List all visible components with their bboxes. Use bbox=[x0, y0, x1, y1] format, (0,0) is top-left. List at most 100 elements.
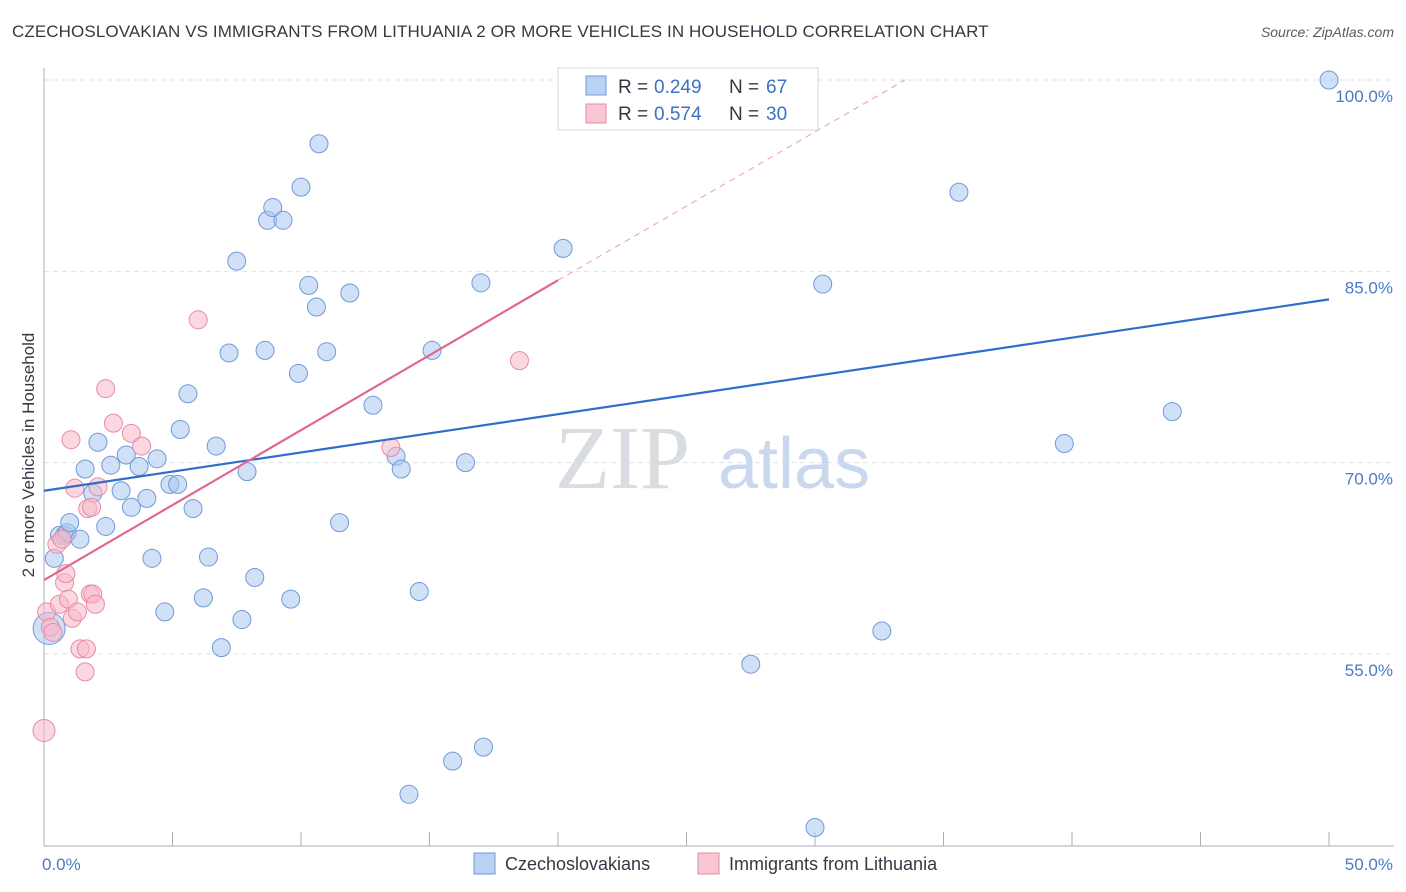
point-czechoslovakians-9 bbox=[88, 432, 108, 452]
point-lithuania-23 bbox=[96, 379, 116, 399]
point-czechoslovakians-6 bbox=[70, 529, 90, 549]
point-lithuania-3 bbox=[43, 622, 63, 642]
legend-swatch-czechoslovakians bbox=[585, 75, 607, 96]
point-czechoslovakians-50 bbox=[399, 784, 419, 804]
bottom-legend-label-lithuania: Immigrants from Lithuania bbox=[729, 854, 938, 874]
point-czechoslovakians-18 bbox=[147, 449, 167, 469]
point-czechoslovakians-57 bbox=[553, 238, 573, 258]
x-ticks bbox=[43, 832, 1330, 846]
legend-n-label-0: N = bbox=[729, 77, 759, 98]
point-czechoslovakians-36 bbox=[263, 198, 283, 218]
point-czechoslovakians-44 bbox=[317, 342, 337, 362]
point-czechoslovakians-46 bbox=[340, 283, 360, 303]
point-czechoslovakians-41 bbox=[299, 275, 319, 295]
legend-r-value-1: 0.574 bbox=[654, 104, 702, 125]
point-czechoslovakians-21 bbox=[168, 474, 188, 494]
point-czechoslovakians-26 bbox=[198, 547, 218, 567]
point-czechoslovakians-47 bbox=[363, 395, 383, 415]
point-czechoslovakians-54 bbox=[455, 453, 475, 473]
y-tick-label-70: 70.0% bbox=[1345, 470, 1393, 489]
point-czechoslovakians-40 bbox=[291, 177, 311, 197]
watermark: ZIP atlas bbox=[555, 409, 870, 508]
point-czechoslovakians-63 bbox=[949, 182, 969, 202]
point-lithuania-10 bbox=[61, 430, 81, 450]
point-lithuania-16 bbox=[76, 639, 96, 659]
point-czechoslovakians-65 bbox=[1162, 402, 1182, 422]
point-czechoslovakians-38 bbox=[281, 589, 301, 609]
point-lithuania-0 bbox=[32, 719, 56, 743]
legend-n-value-0: 67 bbox=[766, 77, 787, 98]
point-lithuania-29 bbox=[509, 351, 529, 371]
x-tick-label-max: 50.0% bbox=[1345, 855, 1393, 874]
point-czechoslovakians-53 bbox=[443, 751, 463, 771]
point-czechoslovakians-7 bbox=[75, 459, 95, 479]
bottom-legend-swatch-czechoslovakians bbox=[473, 852, 496, 875]
x-tick-label-min: 0.0% bbox=[42, 855, 81, 874]
axes bbox=[43, 68, 1394, 847]
point-czechoslovakians-34 bbox=[255, 340, 275, 360]
point-czechoslovakians-51 bbox=[409, 581, 429, 601]
point-czechoslovakians-64 bbox=[1054, 434, 1074, 454]
y-tick-label-100: 100.0% bbox=[1335, 87, 1393, 106]
trend-line-lithuania-extension bbox=[557, 79, 906, 281]
point-czechoslovakians-10 bbox=[96, 516, 116, 536]
point-czechoslovakians-62 bbox=[872, 621, 892, 641]
point-lithuania-24 bbox=[103, 413, 123, 433]
point-czechoslovakians-11 bbox=[101, 455, 121, 475]
point-lithuania-22 bbox=[88, 477, 108, 497]
point-czechoslovakians-60 bbox=[805, 817, 825, 837]
point-czechoslovakians-56 bbox=[473, 737, 493, 757]
point-lithuania-19 bbox=[82, 497, 102, 517]
point-czechoslovakians-30 bbox=[227, 251, 247, 271]
point-czechoslovakians-28 bbox=[211, 638, 231, 658]
legend: R = 0.249 N = 67 R = 0.574 N = 30 bbox=[557, 67, 819, 131]
legend-r-value-0: 0.249 bbox=[654, 77, 702, 98]
bottom-legend: Czechoslovakians Immigrants from Lithuan… bbox=[473, 852, 938, 875]
point-czechoslovakians-12 bbox=[111, 481, 131, 501]
legend-r-label-1: R = bbox=[618, 104, 648, 125]
legend-n-value-1: 30 bbox=[766, 104, 787, 125]
trend-lines bbox=[43, 79, 1330, 581]
point-lithuania-25 bbox=[121, 423, 141, 443]
point-czechoslovakians-22 bbox=[170, 420, 190, 440]
point-czechoslovakians-52 bbox=[422, 340, 442, 360]
watermark-atlas: atlas bbox=[718, 424, 870, 504]
trend-line-lithuania bbox=[43, 279, 559, 581]
chart-title: CZECHOSLOVAKIAN VS IMMIGRANTS FROM LITHU… bbox=[12, 22, 989, 41]
y-tick-label-85: 85.0% bbox=[1345, 278, 1393, 297]
gridlines bbox=[44, 79, 1394, 655]
point-czechoslovakians-5 bbox=[60, 513, 80, 533]
point-czechoslovakians-19 bbox=[155, 602, 175, 622]
point-czechoslovakians-17 bbox=[142, 548, 162, 568]
bottom-legend-swatch-lithuania bbox=[697, 852, 720, 875]
point-lithuania-6 bbox=[52, 529, 72, 549]
point-czechoslovakians-43 bbox=[309, 134, 329, 154]
point-lithuania-21 bbox=[85, 594, 105, 614]
trend-line-czechoslovakians bbox=[43, 298, 1330, 492]
point-czechoslovakians-16 bbox=[137, 488, 157, 508]
point-lithuania-15 bbox=[75, 662, 95, 682]
point-czechoslovakians-15 bbox=[129, 456, 149, 476]
y-tick-label-55: 55.0% bbox=[1345, 661, 1393, 680]
point-czechoslovakians-37 bbox=[273, 210, 293, 230]
bottom-legend-label-czechoslovakians: Czechoslovakians bbox=[505, 854, 650, 874]
point-czechoslovakians-13 bbox=[116, 445, 136, 465]
point-czechoslovakians-27 bbox=[206, 436, 226, 456]
point-czechoslovakians-33 bbox=[245, 567, 265, 587]
point-czechoslovakians-29 bbox=[219, 343, 239, 363]
legend-r-label-0: R = bbox=[618, 77, 648, 98]
point-czechoslovakians-25 bbox=[193, 588, 213, 608]
point-czechoslovakians-59 bbox=[741, 654, 761, 674]
point-czechoslovakians-23 bbox=[178, 384, 198, 404]
point-lithuania-13 bbox=[67, 602, 87, 622]
chart-source: Source: ZipAtlas.com bbox=[1260, 24, 1394, 40]
point-lithuania-27 bbox=[188, 310, 208, 330]
y-axis-label: 2 or more Vehicles in Household bbox=[19, 333, 38, 578]
point-czechoslovakians-61 bbox=[813, 274, 833, 294]
point-czechoslovakians-14 bbox=[121, 497, 141, 517]
point-czechoslovakians-49 bbox=[391, 459, 411, 479]
y-tick-labels: 55.0% 70.0% 85.0% 100.0% bbox=[1335, 87, 1393, 680]
point-czechoslovakians-45 bbox=[330, 513, 350, 533]
point-lithuania-26 bbox=[132, 436, 152, 456]
